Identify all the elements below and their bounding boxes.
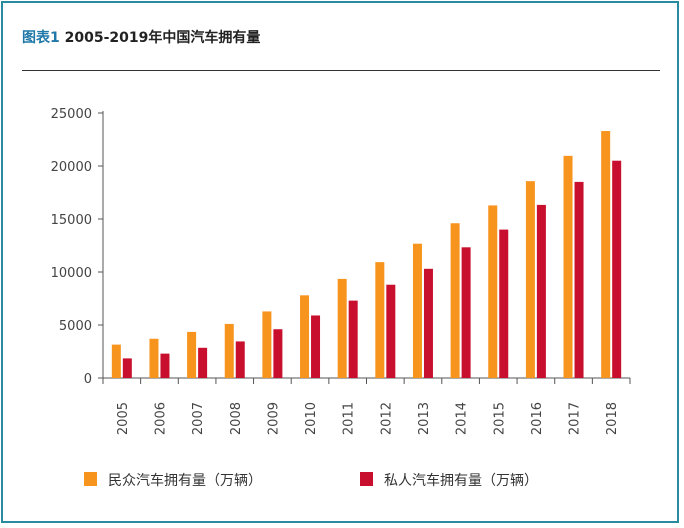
y-tick-label: 10000 bbox=[51, 266, 92, 281]
bar-private-2018 bbox=[612, 160, 622, 378]
x-tick-label: 2011 bbox=[342, 402, 357, 435]
y-tick-label: 0 bbox=[84, 372, 92, 387]
x-tick-label: 2005 bbox=[116, 402, 131, 435]
x-tick-label: 2009 bbox=[266, 402, 281, 435]
chart-title: 图表1 2005-2019年中国汽车拥有量 bbox=[22, 28, 260, 48]
x-tick-label: 2012 bbox=[379, 402, 394, 435]
bar-private-2009 bbox=[273, 329, 283, 378]
x-tick-labels: 2005 2006 2007 2008 2009 2010 2011 2012 2013 2014… bbox=[116, 402, 620, 435]
x-tick-label: 2010 bbox=[304, 402, 319, 435]
bar-civil-2011 bbox=[337, 278, 347, 378]
x-tick-label: 2014 bbox=[455, 402, 470, 435]
y-tick-labels: 0 5000 10000 15000 20000 25000 bbox=[51, 107, 92, 387]
bar-civil-2013 bbox=[412, 243, 422, 378]
bar-civil-2016 bbox=[525, 181, 535, 378]
y-tick-label: 5000 bbox=[59, 319, 92, 334]
axes bbox=[98, 111, 631, 384]
bars bbox=[111, 131, 622, 378]
bar-civil-2005 bbox=[111, 344, 121, 378]
bar-civil-2007 bbox=[187, 331, 197, 378]
y-tick-label: 15000 bbox=[51, 213, 92, 228]
bar-private-2013 bbox=[423, 268, 433, 378]
legend-label-private: 私人汽车拥有量（万辆） bbox=[384, 472, 538, 489]
bar-private-2012 bbox=[386, 284, 396, 378]
x-tick-label: 2018 bbox=[605, 402, 620, 435]
y-tick-label: 25000 bbox=[51, 107, 92, 122]
x-tick-label: 2016 bbox=[530, 402, 545, 435]
x-tick-label: 2006 bbox=[153, 402, 168, 435]
bar-civil-2018 bbox=[601, 131, 611, 378]
bar-private-2007 bbox=[198, 347, 208, 378]
y-tick-label: 20000 bbox=[51, 160, 92, 175]
bar-private-2016 bbox=[536, 204, 546, 378]
bar-civil-2014 bbox=[450, 223, 460, 378]
x-tick-label: 2008 bbox=[229, 402, 244, 435]
bar-private-2006 bbox=[160, 353, 170, 378]
bar-civil-2009 bbox=[262, 311, 272, 378]
bar-private-2015 bbox=[499, 229, 509, 378]
legend-swatch-civil bbox=[84, 472, 97, 486]
x-tick-label: 2013 bbox=[417, 402, 432, 435]
bar-civil-2012 bbox=[375, 262, 385, 378]
x-tick-label: 2007 bbox=[191, 402, 206, 435]
bar-private-2008 bbox=[235, 341, 245, 378]
title-text: 2005-2019年中国汽车拥有量 bbox=[64, 30, 261, 46]
bar-private-2005 bbox=[122, 358, 132, 378]
bar-private-2011 bbox=[348, 300, 358, 378]
bar-private-2017 bbox=[574, 181, 584, 378]
bar-civil-2010 bbox=[300, 295, 310, 378]
x-tick-label: 2017 bbox=[568, 402, 583, 435]
bar-civil-2015 bbox=[488, 205, 498, 378]
legend: 民众汽车拥有量（万辆） 私人汽车拥有量（万辆） bbox=[84, 472, 538, 489]
figure-label: 图表1 bbox=[22, 30, 60, 46]
bar-civil-2008 bbox=[224, 323, 234, 378]
bar-private-2010 bbox=[311, 315, 321, 378]
x-tick-label: 2015 bbox=[492, 402, 507, 435]
legend-swatch-private bbox=[360, 472, 373, 486]
legend-label-civil: 民众汽车拥有量（万辆） bbox=[108, 472, 262, 489]
bar-civil-2006 bbox=[149, 338, 159, 378]
bar-civil-2017 bbox=[563, 155, 573, 378]
bar-private-2014 bbox=[461, 247, 471, 378]
title-divider bbox=[22, 70, 660, 71]
